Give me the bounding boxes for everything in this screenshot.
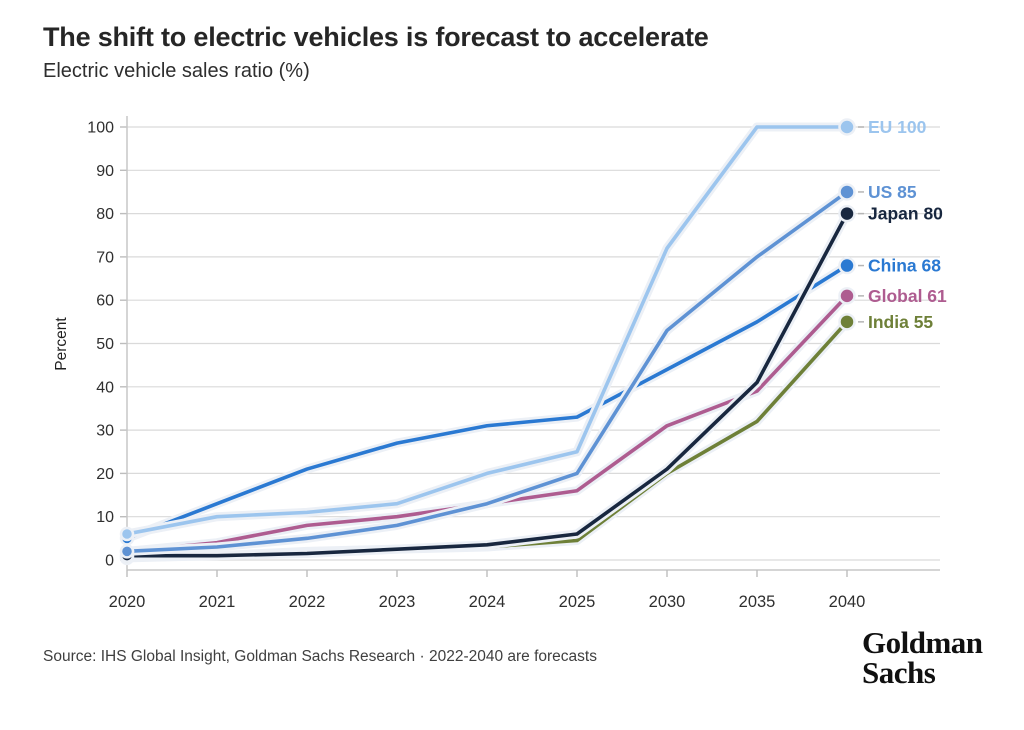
series-line-china [125, 263, 849, 541]
logo-line-1: Goldman [862, 625, 983, 660]
series-line-japan [125, 211, 849, 558]
x-tick-label: 2020 [109, 593, 146, 611]
y-tick-label: 30 [96, 423, 114, 440]
chart-subtitle: Electric vehicle sales ratio (%) [43, 60, 310, 82]
y-tick-label: 0 [105, 553, 114, 570]
legend-label-global: Global 61 [868, 286, 947, 306]
legend-label-japan: Japan 80 [868, 204, 943, 224]
x-tick-label: 2040 [829, 593, 866, 611]
x-tick-label: 2025 [559, 593, 596, 611]
legend-label-india: India 55 [868, 312, 933, 332]
x-tick-label: 2024 [469, 593, 506, 611]
series-start-dot-eu [119, 526, 135, 542]
source-note: Source: IHS Global Insight, Goldman Sach… [43, 648, 597, 665]
series-line-india [125, 320, 849, 560]
series-start-dot-us [119, 544, 135, 559]
x-tick-label: 2035 [739, 593, 776, 611]
y-tick-label: 90 [96, 163, 114, 180]
y-tick-label: 20 [96, 466, 114, 483]
y-tick-label: 100 [87, 120, 114, 137]
y-tick-label: 10 [96, 509, 114, 526]
series-end-dot-japan [838, 204, 856, 223]
series-end-dot-eu [838, 118, 856, 136]
y-tick-label: 40 [96, 379, 114, 396]
x-tick-label: 2021 [199, 593, 236, 611]
goldman-sachs-logo: Goldman Sachs [862, 625, 1012, 691]
chart-title: The shift to electric vehicles is foreca… [43, 22, 709, 52]
y-tick-label: 70 [96, 249, 114, 266]
series-end-dot-china [838, 256, 856, 275]
y-axis-title: Percent [53, 317, 70, 371]
legend-label-us: US 85 [868, 182, 917, 202]
legend-label-china: China 68 [868, 256, 941, 276]
x-tick-label: 2030 [649, 593, 686, 611]
series-end-dot-global [838, 287, 856, 305]
logo-line-2: Sachs [862, 655, 936, 691]
legend-label-eu: EU 100 [868, 117, 927, 137]
series-end-dot-us [838, 183, 856, 201]
y-tick-label: 60 [96, 293, 114, 310]
series-end-dot-india [838, 313, 856, 331]
series-line-eu [125, 125, 849, 536]
x-tick-label: 2023 [379, 593, 416, 611]
series-halo-india [122, 317, 852, 563]
series-line-us [125, 190, 849, 554]
y-tick-label: 50 [96, 336, 114, 353]
y-tick-label: 80 [96, 206, 114, 223]
x-tick-label: 2022 [289, 593, 326, 611]
